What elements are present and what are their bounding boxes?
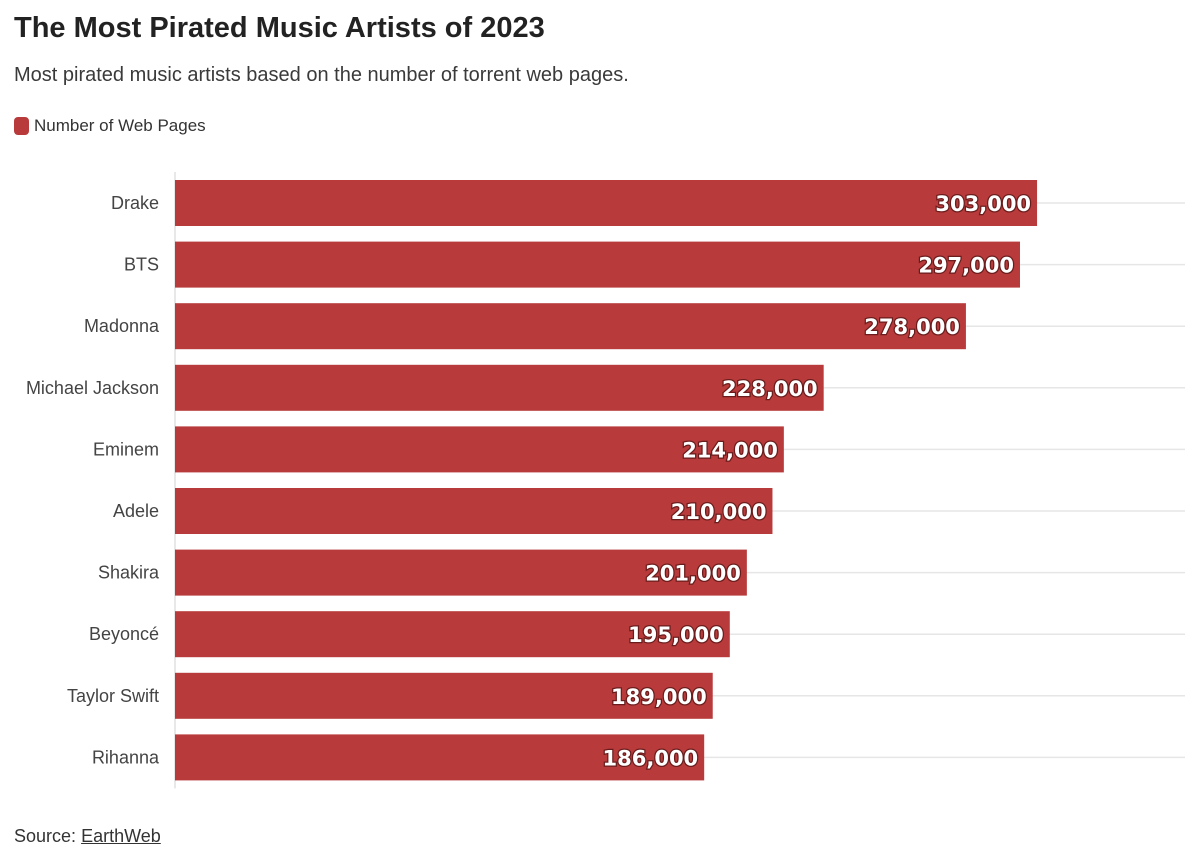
category-label: Madonna xyxy=(84,316,160,336)
value-label: 210,000 xyxy=(671,500,767,524)
bar[interactable] xyxy=(175,549,747,596)
category-label: Drake xyxy=(111,193,159,213)
category-label: Michael Jackson xyxy=(26,378,159,398)
bar[interactable] xyxy=(175,364,824,411)
bar[interactable] xyxy=(175,734,705,781)
chart-subtitle: Most pirated music artists based on the … xyxy=(14,64,629,86)
source-prefix: Source: xyxy=(14,826,77,846)
source-line: Source: EarthWeb xyxy=(14,826,161,847)
category-label: Eminem xyxy=(93,439,159,459)
category-label: Rihanna xyxy=(92,747,160,767)
value-label: 303,000 xyxy=(935,192,1031,216)
bar[interactable] xyxy=(175,488,773,534)
value-label: 201,000 xyxy=(645,562,741,586)
legend-label: Number of Web Pages xyxy=(34,116,206,135)
bar[interactable] xyxy=(175,303,966,350)
value-label: 228,000 xyxy=(722,377,818,401)
bar-chart: Drake 303,000 BTS 297,000 Madonna 278,000 Mich… xyxy=(26,172,1185,789)
category-label: Shakira xyxy=(98,563,160,583)
legend-swatch xyxy=(14,117,29,135)
bar[interactable] xyxy=(175,611,730,658)
category-label: Adele xyxy=(113,501,159,521)
value-label: 214,000 xyxy=(682,438,778,462)
value-label: 297,000 xyxy=(918,254,1014,278)
value-label: 278,000 xyxy=(864,315,960,339)
value-label: 195,000 xyxy=(628,623,724,647)
bar[interactable] xyxy=(175,180,1038,226)
bar[interactable] xyxy=(175,426,784,473)
value-label: 189,000 xyxy=(611,685,707,709)
category-label: Taylor Swift xyxy=(67,686,159,706)
bar[interactable] xyxy=(175,672,713,719)
category-label: BTS xyxy=(124,255,159,275)
legend: Number of Web Pages xyxy=(14,116,206,136)
source-link[interactable]: EarthWeb xyxy=(81,826,161,846)
chart-title: The Most Pirated Music Artists of 2023 xyxy=(14,12,545,44)
category-label: Beyoncé xyxy=(89,624,159,644)
bar[interactable] xyxy=(175,241,1020,288)
value-label: 186,000 xyxy=(603,746,699,770)
